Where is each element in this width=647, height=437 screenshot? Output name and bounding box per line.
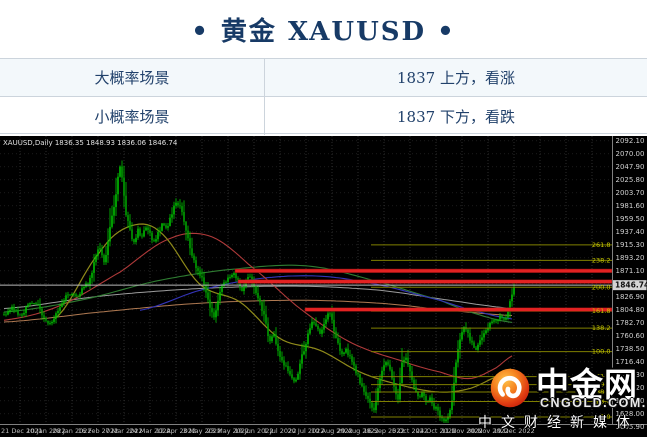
svg-text:2025.80: 2025.80: [616, 176, 645, 184]
svg-text:1738.50: 1738.50: [616, 345, 645, 353]
svg-text:1981.60: 1981.60: [616, 202, 645, 210]
svg-text:2047.90: 2047.90: [616, 163, 645, 171]
resistance-band: [234, 268, 613, 273]
svg-text:23.6: 23.6: [596, 398, 610, 406]
svg-text:10 Jun 2022: 10 Jun 2022: [234, 427, 273, 435]
svg-text:238.2: 238.2: [592, 256, 611, 264]
svg-text:10 Jan 2022: 10 Jan 2022: [27, 427, 66, 435]
scenario-label-cell: 大概率场景: [0, 59, 265, 96]
svg-text:161.8: 161.8: [592, 307, 611, 315]
svg-text:1782.70: 1782.70: [616, 319, 645, 327]
svg-text:1846.74: 1846.74: [615, 281, 647, 290]
svg-text:XAUUSD,Daily 1836.35 1848.93 1: XAUUSD,Daily 1836.35 1848.93 1836.06 184…: [3, 139, 178, 147]
svg-text:30 Nov 2022: 30 Nov 2022: [467, 427, 509, 435]
svg-text:200.0: 200.0: [592, 283, 611, 291]
svg-text:1959.50: 1959.50: [616, 215, 645, 223]
svg-text:1937.40: 1937.40: [616, 228, 645, 236]
ma-blue: [139, 275, 513, 320]
candles: [3, 160, 515, 423]
svg-text:1871.10: 1871.10: [616, 267, 645, 275]
svg-text:24 Mar 2022: 24 Mar 2022: [129, 427, 170, 435]
svg-text:1804.80: 1804.80: [616, 306, 645, 314]
article-header: • 黄金 XAUUSD •: [0, 0, 647, 58]
scenario-value-cell: 1837 上方，看涨: [397, 69, 515, 87]
table-row: 大概率场景 1837 上方，看涨: [0, 59, 647, 97]
price-chart: 2092.10 2070.00 2047.90 2025.80 2003.70 1981.…: [0, 136, 647, 437]
svg-text:28 Jan 2022: 28 Jan 2022: [53, 427, 92, 435]
svg-text:50.0: 50.0: [596, 381, 610, 389]
svg-text:5 Oct 2022: 5 Oct 2022: [392, 427, 428, 435]
svg-text:2003.70: 2003.70: [616, 189, 645, 197]
scenario-table: 大概率场景 1837 上方，看涨 小概率场景 1837 下方，看跌: [0, 58, 647, 135]
svg-text:19 Dec 2022: 19 Dec 2022: [493, 427, 535, 435]
resistance-band: [304, 307, 613, 312]
svg-text:23 May 2022: 23 May 2022: [207, 427, 249, 435]
svg-text:1694.30: 1694.30: [616, 371, 645, 379]
svg-text:138.2: 138.2: [592, 324, 611, 332]
svg-text:1716.40: 1716.40: [616, 358, 645, 366]
svg-text:0.0: 0.0: [600, 413, 610, 421]
svg-text:7 Mar 2022: 7 Mar 2022: [105, 427, 142, 435]
table-row: 小概率场景 1837 下方，看跌: [0, 97, 647, 135]
resistance-band: [237, 279, 613, 284]
page-title: • 黄金 XAUUSD •: [191, 16, 456, 47]
svg-text:11 Nov 2022: 11 Nov 2022: [441, 427, 483, 435]
svg-text:61.8: 61.8: [596, 373, 610, 381]
svg-text:261.8: 261.8: [592, 241, 611, 249]
svg-text:1826.90: 1826.90: [616, 293, 645, 301]
svg-text:1 Jul 2022: 1 Jul 2022: [264, 427, 297, 435]
svg-text:2070.00: 2070.00: [616, 150, 645, 158]
svg-text:1893.20: 1893.20: [616, 254, 645, 262]
svg-text:1605.90: 1605.90: [616, 423, 645, 431]
current-price-box: [613, 280, 647, 291]
svg-text:10 Aug 2022: 10 Aug 2022: [311, 427, 353, 435]
svg-text:21 Dec 2021: 21 Dec 2021: [1, 427, 43, 435]
svg-text:38.2: 38.2: [596, 388, 610, 396]
svg-text:16 Sep 2022: 16 Sep 2022: [363, 427, 404, 435]
svg-text:1650.10: 1650.10: [616, 397, 645, 405]
svg-text:1760.60: 1760.60: [616, 332, 645, 340]
svg-text:29 Aug 2022: 29 Aug 2022: [337, 427, 379, 435]
svg-text:24 Oct 2022: 24 Oct 2022: [416, 427, 456, 435]
scenario-value-cell: 1837 下方，看跌: [397, 107, 515, 126]
svg-text:2092.10: 2092.10: [616, 137, 645, 145]
svg-text:1628.00: 1628.00: [616, 410, 645, 418]
scenario-label-cell: 小概率场景: [0, 97, 265, 135]
svg-text:100.0: 100.0: [592, 348, 611, 356]
svg-text:3 May 2022: 3 May 2022: [183, 427, 221, 435]
svg-text:12 Apr 2022: 12 Apr 2022: [156, 427, 196, 435]
svg-text:16 Feb 2022: 16 Feb 2022: [78, 427, 118, 435]
svg-text:20 Jul 2022: 20 Jul 2022: [288, 427, 325, 435]
svg-text:1672.20: 1672.20: [616, 384, 645, 392]
chart-canvas: 2092.10 2070.00 2047.90 2025.80 2003.70 1981.…: [0, 136, 647, 437]
svg-text:1915.30: 1915.30: [616, 241, 645, 249]
